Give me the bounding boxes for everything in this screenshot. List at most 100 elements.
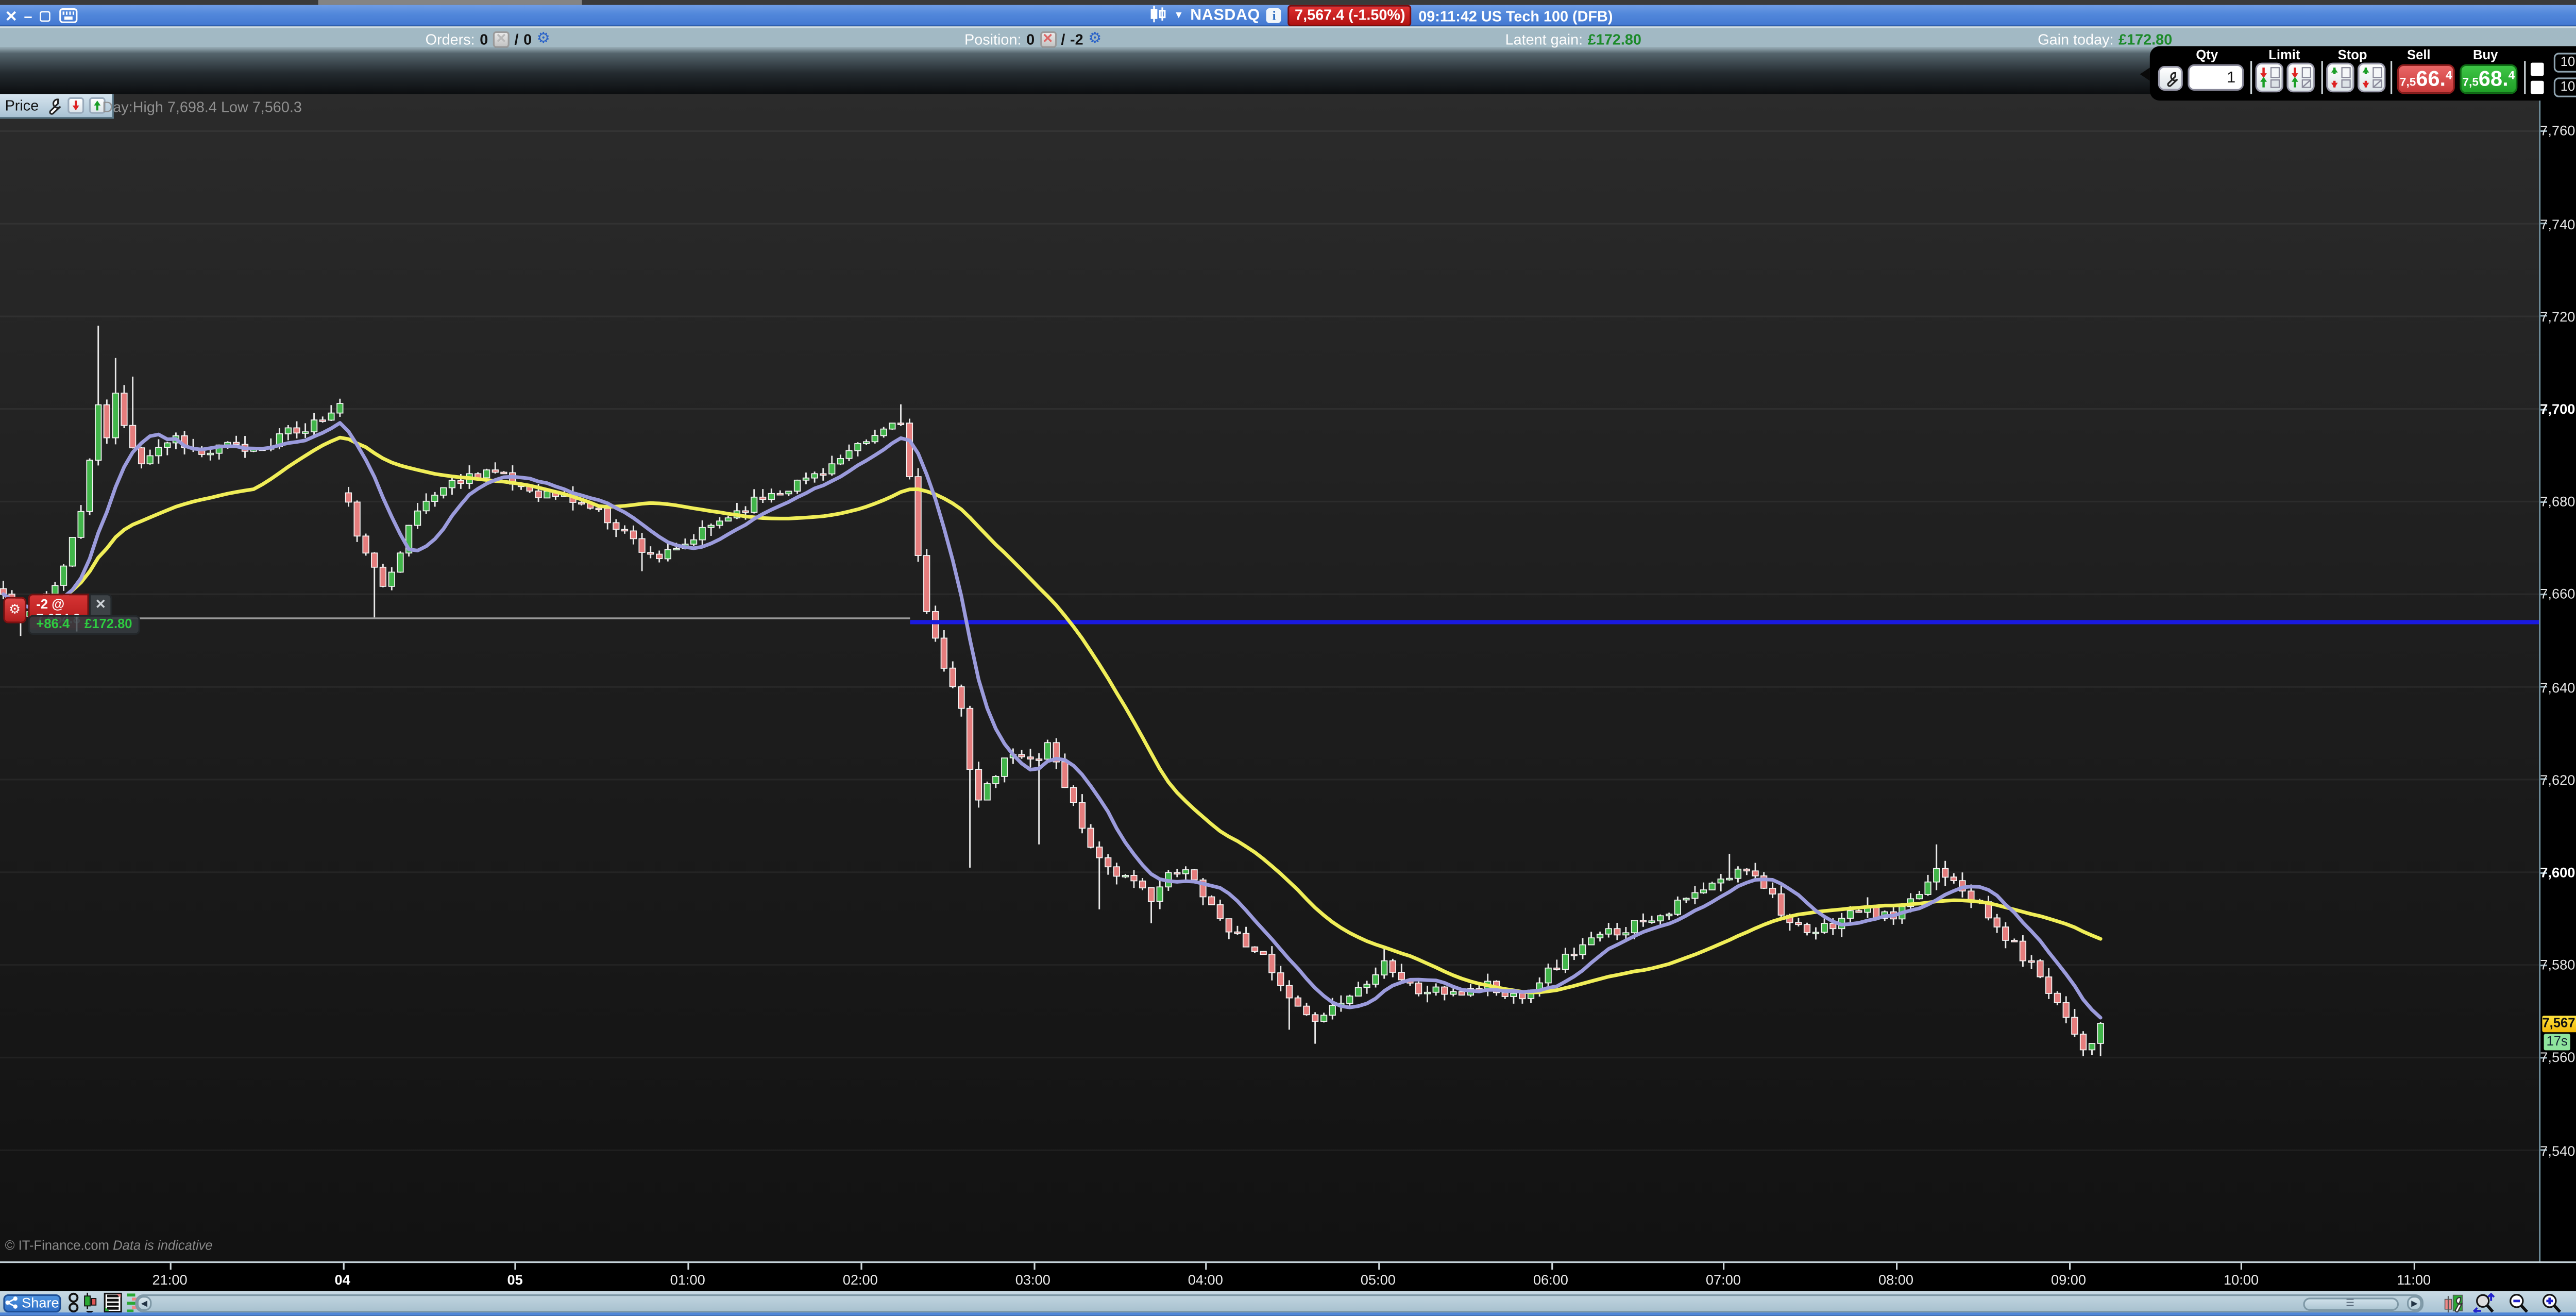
buy-button[interactable]: 7,5 68. 4: [2460, 63, 2518, 94]
time-tick-label: 03:00: [1015, 1271, 1050, 1288]
close-icon[interactable]: ✕: [5, 7, 18, 24]
time-tick: [2241, 1263, 2243, 1270]
buy-column-label: Buy: [2473, 47, 2498, 63]
price-tick-label: 7,720: [2540, 308, 2575, 325]
price-tick: [2540, 686, 2547, 688]
stop-order-button-2[interactable]: [2358, 62, 2386, 93]
latent-gain-value: £172.80: [1587, 30, 1641, 47]
position-separator: /: [1061, 30, 1065, 47]
time-tick-label: 06:00: [1533, 1271, 1568, 1288]
time-tick-label: 21:00: [152, 1271, 188, 1288]
buy-arrow-icon[interactable]: [88, 97, 105, 114]
time-tick: [1896, 1263, 1898, 1270]
sell-button[interactable]: 7,5 66. 4: [2397, 63, 2455, 94]
sell-column-label: Sell: [2407, 47, 2431, 63]
day-high-low: Day:High 7,698.4 Low 7,560.3: [102, 99, 302, 115]
order-ticket-panel: Qty Limit Stop Sell Buy 1 7,5 66. 4 7,5: [2140, 46, 2576, 101]
price-tick-label: 7,560: [2540, 1049, 2575, 1066]
time-tick: [1032, 1263, 1035, 1270]
price-tick-label: 7,760: [2540, 123, 2575, 140]
stop-column-label: Stop: [2337, 47, 2367, 63]
price-tick-label: 7,700: [2540, 400, 2575, 417]
orders-settings-icon[interactable]: ⚙: [536, 29, 550, 46]
scroll-left-button[interactable]: ◀: [137, 1296, 152, 1311]
zoom-in-button[interactable]: [2540, 1292, 2562, 1313]
candlestick-plot[interactable]: [0, 94, 2539, 1261]
price-tick-label: 7,640: [2540, 679, 2575, 696]
price-tick: [2540, 779, 2547, 781]
candle-dropdown-icon[interactable]: [82, 1292, 99, 1313]
limit-distance-button[interactable]: 10: [2553, 53, 2576, 73]
price-tick: [2540, 871, 2547, 873]
news-icon[interactable]: [104, 1292, 122, 1313]
copyright-note: © IT-Finance.com Data is indicative: [5, 1238, 213, 1253]
wrench-icon[interactable]: [44, 96, 62, 114]
time-tick: [2069, 1263, 2071, 1270]
stop-order-button-1[interactable]: [2326, 62, 2354, 93]
stop-distance-button[interactable]: 10: [2553, 77, 2576, 97]
price-tab-label: Price: [5, 97, 39, 114]
zoom-out-button[interactable]: [2507, 1292, 2529, 1313]
time-tick: [342, 1263, 344, 1270]
last-price-tag: 7,567.4: [2542, 1015, 2576, 1032]
time-tick: [2414, 1263, 2416, 1270]
cancel-orders-icon[interactable]: ✕: [493, 30, 510, 47]
info-icon[interactable]: i: [1266, 8, 1282, 23]
time-tick-label: 01:00: [670, 1271, 705, 1288]
orders-count: 0: [480, 30, 488, 47]
wrench-icon: [2166, 71, 2178, 86]
time-tick-label: 11:00: [2397, 1271, 2431, 1288]
scrollbar-thumb[interactable]: ☰: [2303, 1296, 2399, 1310]
instrument-symbol[interactable]: NASDAQ: [1190, 6, 1260, 25]
link-scroll-icon[interactable]: [67, 1292, 81, 1313]
horizontal-scrollbar[interactable]: ◀ ☰ ▶: [135, 1294, 2424, 1313]
attach-stop-checkbox[interactable]: [2531, 80, 2543, 93]
time-tick: [170, 1263, 172, 1270]
limit-order-button-2[interactable]: [2286, 62, 2315, 93]
chart-display-settings-button[interactable]: [2443, 1292, 2465, 1313]
price-tick: [2540, 1149, 2547, 1151]
chevron-down-icon[interactable]: ▼: [1174, 10, 1184, 21]
time-tick: [1205, 1263, 1207, 1270]
price-tick-label: 7,740: [2540, 215, 2575, 232]
maximize-icon[interactable]: ▢: [39, 7, 52, 23]
order-settings-button[interactable]: [2158, 66, 2183, 91]
candlestick-icon: [1149, 1, 1167, 31]
time-tick-label: 05: [507, 1271, 523, 1288]
zoom-fit-button[interactable]: [2473, 1292, 2496, 1313]
price-chart[interactable]: Price Day:High 7,698.4 Low 7,560.3 © IT-…: [0, 94, 2539, 1262]
price-pane-tab[interactable]: Price: [0, 94, 113, 119]
time-tick: [515, 1263, 517, 1270]
limit-order-button-1[interactable]: [2255, 62, 2283, 93]
orders-separator: /: [514, 30, 519, 47]
sell-arrow-icon[interactable]: [66, 97, 83, 114]
time-tick: [860, 1263, 862, 1270]
time-tick-label: 02:00: [842, 1271, 878, 1288]
price-tick: [2540, 500, 2547, 503]
time-tick: [1550, 1263, 1553, 1270]
time-tick-label: 10:00: [2224, 1271, 2259, 1288]
time-tick-label: 07:00: [1705, 1271, 1741, 1288]
time-tick-label: 08:00: [1878, 1271, 1914, 1288]
position-settings-icon[interactable]: ⚙: [1088, 29, 1102, 46]
latent-gain-label: Latent gain:: [1505, 30, 1583, 47]
price-change-badge: 7,567.4 (-1.50%): [1288, 5, 1412, 27]
time-axis[interactable]: 21:00 04 05 01:00 02:00 03:00 04:00 05:00 06:00 0…: [0, 1261, 2576, 1291]
close-position-icon[interactable]: ✕: [1039, 30, 1056, 47]
price-tick: [2540, 130, 2547, 132]
minimize-icon[interactable]: –: [24, 7, 32, 24]
gain-today-value: £172.80: [2119, 30, 2173, 47]
panel-toggle-icon[interactable]: [59, 8, 78, 23]
attach-limit-checkbox[interactable]: [2531, 62, 2543, 75]
collapse-panel-arrow[interactable]: [2140, 68, 2150, 81]
order-qty-input[interactable]: 1: [2188, 64, 2244, 91]
price-axis[interactable]: 7,760 7,740 7,720 7,700 7,680 7,660 7,640 7,620…: [2539, 94, 2576, 1262]
share-icon: [6, 1296, 18, 1309]
position-gear-button[interactable]: ⚙: [3, 597, 27, 623]
position-pnl: +86.4 £172.80: [28, 614, 141, 634]
share-button[interactable]: Share: [3, 1293, 61, 1313]
price-tick-label: 7,540: [2540, 1142, 2575, 1159]
price-tick-label: 7,600: [2540, 864, 2575, 881]
scroll-right-button[interactable]: ▶: [2407, 1296, 2422, 1311]
